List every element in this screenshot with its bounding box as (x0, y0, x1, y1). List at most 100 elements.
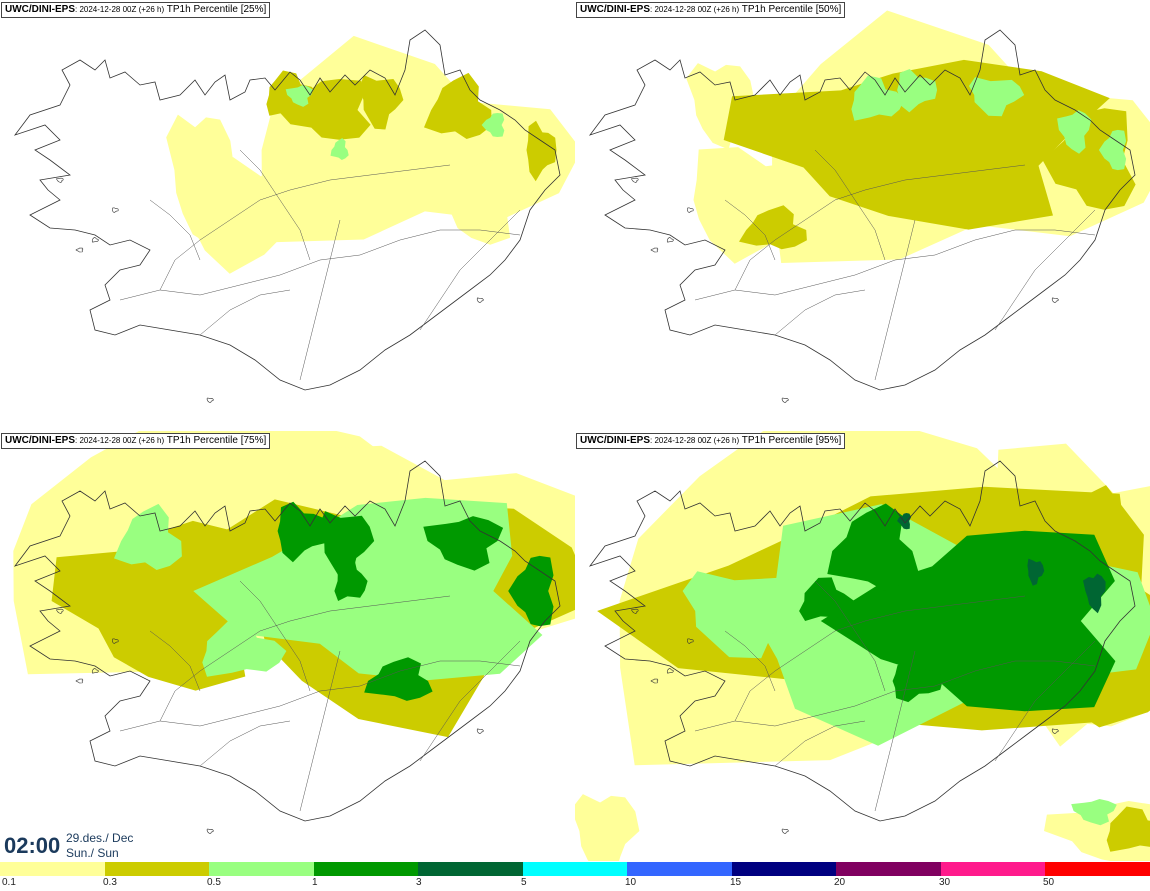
road (239, 580, 311, 692)
precip-contour (277, 79, 371, 140)
road (299, 219, 341, 381)
road (994, 640, 1096, 762)
map-panel-p75: UWC/DINI-EPS: 2024-12-28 00Z (+26 h) TP1… (0, 431, 575, 861)
road (724, 199, 776, 261)
precip-contour (686, 63, 755, 150)
islet (1051, 297, 1059, 303)
road (119, 229, 521, 301)
precip-contour (364, 657, 433, 701)
islet (650, 247, 659, 253)
road (199, 289, 291, 336)
islet (91, 237, 99, 243)
road (814, 580, 886, 692)
legend-tick-label: 30 (939, 877, 951, 888)
coastline (13, 29, 561, 391)
precip-contour (969, 77, 1025, 117)
islet (686, 638, 694, 644)
road (119, 660, 521, 732)
legend-bar (0, 862, 1150, 876)
precip-contour (1106, 806, 1150, 852)
panel-title: UWC/DINI-EPS: 2024-12-28 00Z (+26 h) TP1… (576, 2, 846, 18)
islet (75, 247, 84, 253)
islet (206, 828, 214, 834)
legend-swatch (209, 862, 314, 876)
precip-contour (1027, 558, 1045, 586)
legend-swatch (836, 862, 941, 876)
precip-contour (432, 159, 524, 245)
road (149, 630, 201, 692)
islet (781, 397, 789, 403)
precip-contour (827, 503, 919, 591)
islet (476, 297, 484, 303)
islet (630, 177, 639, 183)
road (874, 219, 916, 381)
legend-tick-label: 50 (1043, 877, 1055, 888)
road (159, 164, 451, 291)
precip-contour (897, 69, 938, 113)
road (239, 149, 311, 261)
road (774, 289, 866, 336)
legend-swatch (940, 862, 1046, 876)
panel-title: UWC/DINI-EPS: 2024-12-28 00Z (+26 h) TP1… (1, 2, 271, 18)
precip-contour (851, 75, 904, 121)
map-panel-p50: UWC/DINI-EPS: 2024-12-28 00Z (+26 h) TP1… (575, 0, 1150, 430)
valid-time: 02:00 (4, 833, 61, 858)
islet (111, 207, 119, 213)
legend-tick-label: 5 (521, 877, 527, 888)
islet (650, 678, 659, 684)
road (419, 209, 521, 331)
legend-tick-label: 1 (312, 877, 318, 888)
legend-tick-label: 0.1 (2, 877, 16, 888)
islet (55, 608, 64, 614)
legend-tick-label: 3 (416, 877, 422, 888)
road (814, 149, 886, 261)
panel-title: UWC/DINI-EPS: 2024-12-28 00Z (+26 h) TP1… (576, 433, 846, 449)
precip-contour (319, 511, 375, 577)
road (694, 660, 1096, 732)
precip-contour (508, 555, 554, 627)
precip-contour (739, 205, 807, 250)
road (724, 630, 776, 692)
coastline (588, 460, 1136, 822)
road (874, 650, 916, 812)
precip-contour (114, 503, 182, 570)
islet (781, 828, 789, 834)
precip-contour (202, 620, 287, 677)
legend-swatch (313, 862, 419, 876)
precip-contour (1071, 799, 1117, 826)
precip-contour (1083, 573, 1106, 614)
road (734, 164, 1026, 291)
precip-map (13, 431, 575, 834)
precip-contour (723, 59, 1110, 230)
islet (686, 207, 694, 213)
precip-contour (359, 75, 404, 130)
islet (476, 728, 484, 734)
precip-map (588, 10, 1150, 403)
legend-swatch (627, 862, 732, 876)
coastline (588, 29, 1136, 391)
coastline (13, 460, 561, 822)
road (694, 229, 1096, 301)
map-panel-p95: UWC/DINI-EPS: 2024-12-28 00Z (+26 h) TP1… (575, 431, 1150, 861)
islet (55, 177, 64, 183)
precip-contour (334, 557, 368, 601)
valid-date: 29.des./ Dec (66, 831, 134, 845)
precip-contour (481, 113, 505, 137)
islet (666, 237, 674, 243)
islet (666, 668, 674, 674)
road (994, 209, 1096, 331)
islet (1051, 728, 1059, 734)
islet (91, 668, 99, 674)
precip-contour (1098, 129, 1127, 171)
color-legend: 0.1 0.3 0.5 1 3 5 10 15 20 30 50 (0, 862, 1150, 891)
valid-day: Sun./ Sun (66, 846, 119, 860)
islet (206, 397, 214, 403)
legend-swatch (1045, 862, 1150, 876)
legend-swatch (104, 862, 210, 876)
legend-tick-label: 0.3 (103, 877, 117, 888)
islet (630, 608, 639, 614)
legend-tick-label: 20 (834, 877, 846, 888)
islet (111, 638, 119, 644)
precip-contour (285, 85, 314, 107)
map-panel-p25: UWC/DINI-EPS: 2024-12-28 00Z (+26 h) TP1… (0, 0, 575, 430)
